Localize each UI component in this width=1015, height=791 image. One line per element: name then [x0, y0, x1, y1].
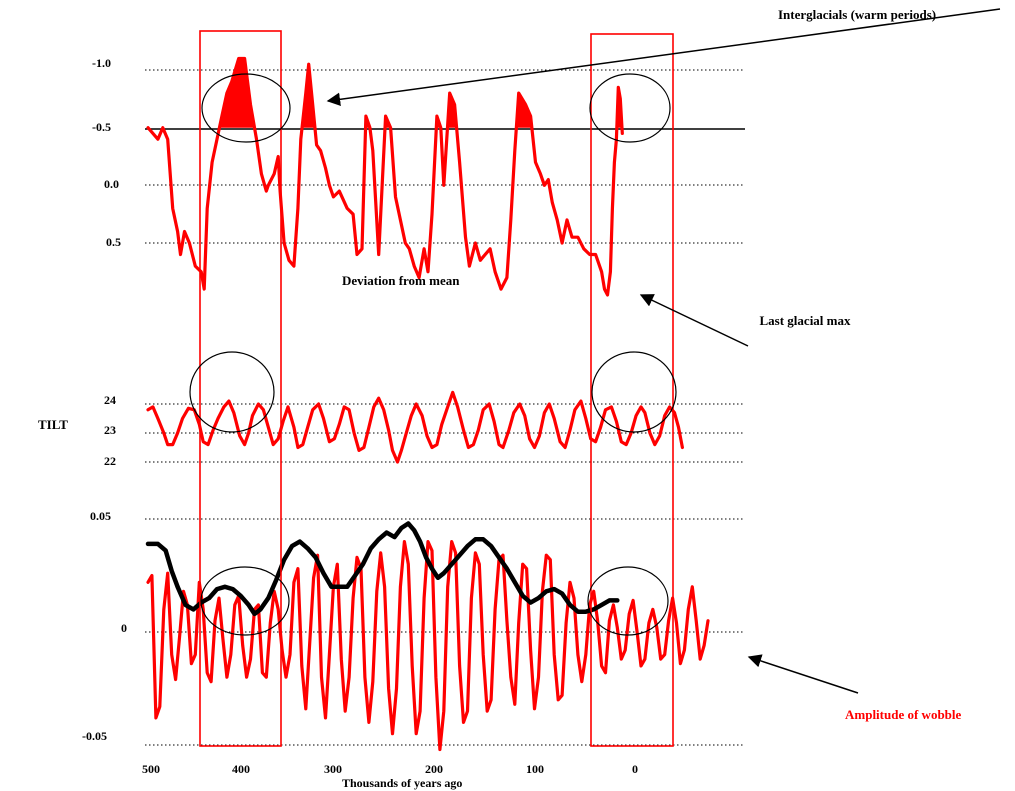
- wobble-series-line: [146, 540, 710, 752]
- deviation-label: Deviation from mean: [342, 273, 460, 288]
- y-tick-label: -1.0: [92, 56, 111, 70]
- interglacial-fill: [516, 93, 532, 128]
- y-tick-label: 24: [104, 393, 116, 407]
- highlight-circle: [189, 351, 275, 433]
- y-tick-label: 22: [104, 454, 116, 468]
- y-tick-label: 23: [104, 423, 116, 437]
- y-tick-label: 0: [121, 621, 127, 635]
- y-tick-label: -0.05: [82, 729, 107, 743]
- annotation-last-glacial-max: Last glacial max: [760, 313, 851, 328]
- amplitude-arrow: [747, 654, 859, 694]
- x-tick-label: 0: [632, 762, 638, 776]
- highlight-circle: [200, 566, 290, 636]
- highlight-circle: [587, 566, 669, 636]
- panel-deviation: -1.0 -0.5 0.0 0.5 Deviation from mean: [92, 56, 745, 297]
- highlight-circle: [591, 351, 677, 433]
- tilt-series-line: [146, 390, 684, 464]
- wobble-envelope-line: [145, 521, 620, 617]
- interglacials-arrow: [326, 8, 1001, 107]
- highlight-circle: [589, 73, 671, 143]
- y-tick-label: 0.05: [90, 509, 111, 523]
- y-tick-label: 0.0: [104, 177, 119, 191]
- x-axis-title: Thousands of years ago: [342, 776, 462, 790]
- tilt-label: TILT: [38, 417, 68, 432]
- annotation-amplitude-of-wobble: Amplitude of wobble: [845, 707, 962, 722]
- highlight-rect-400k: [199, 30, 282, 747]
- x-tick-label: 300: [324, 762, 342, 776]
- y-tick-label: -0.5: [92, 120, 111, 134]
- highlight-rect-0k: [590, 33, 674, 747]
- panel-wobble: 0.05 0 -0.05: [82, 509, 745, 752]
- x-tick-label: 200: [425, 762, 443, 776]
- x-axis: 500 400 300 200 100 0 Thousands of years…: [142, 762, 638, 790]
- y-tick-label: 0.5: [106, 235, 121, 249]
- last-glacial-max-arrow: [639, 294, 749, 347]
- x-tick-label: 500: [142, 762, 160, 776]
- highlight-circle: [201, 73, 291, 143]
- x-tick-label: 100: [526, 762, 544, 776]
- panel-tilt: 24 23 22 TILT: [38, 390, 745, 468]
- deviation-series-line: [146, 56, 624, 297]
- x-tick-label: 400: [232, 762, 250, 776]
- annotation-interglacials: Interglacials (warm periods): [778, 7, 936, 22]
